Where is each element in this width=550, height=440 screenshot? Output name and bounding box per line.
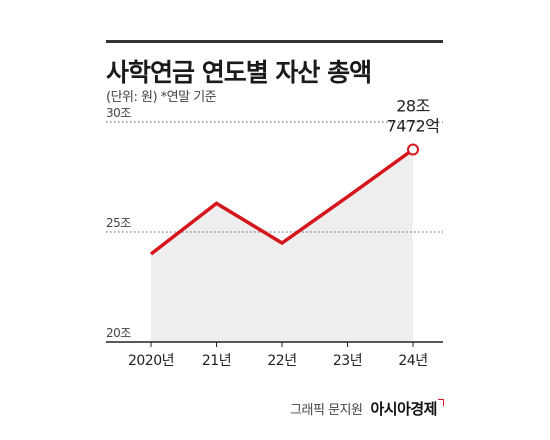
chart-subtitle: (단위: 원) *연말 기준 — [106, 90, 217, 105]
graphic-credit: 그래픽 문지원 — [290, 403, 363, 418]
series-line — [149, 148, 415, 256]
y-tick-label: 20조 — [106, 326, 131, 340]
top-rule — [106, 40, 443, 43]
footer: 그래픽 문지원 아시아경제 — [290, 398, 444, 419]
value-label-line1: 28조 — [396, 97, 430, 116]
x-tick-label: 22년 — [267, 353, 296, 369]
brand-logo: 아시아경제 — [370, 398, 444, 419]
x-tick-label: 21년 — [202, 353, 231, 369]
brand-name: 아시아경제 — [370, 400, 437, 418]
highlight-point — [407, 143, 419, 156]
brand-mark-icon — [438, 399, 444, 406]
chart-title: 사학연금 연도별 자산 총액 — [106, 58, 372, 87]
x-tick-label: 2020년 — [128, 353, 174, 369]
y-tick-label: 30조 — [106, 106, 131, 120]
value-label-line2: 7472억 — [387, 117, 440, 136]
x-tick-label: 24년 — [398, 353, 427, 369]
y-tick-label: 25조 — [106, 216, 131, 230]
x-tick-label: 23년 — [333, 353, 362, 369]
